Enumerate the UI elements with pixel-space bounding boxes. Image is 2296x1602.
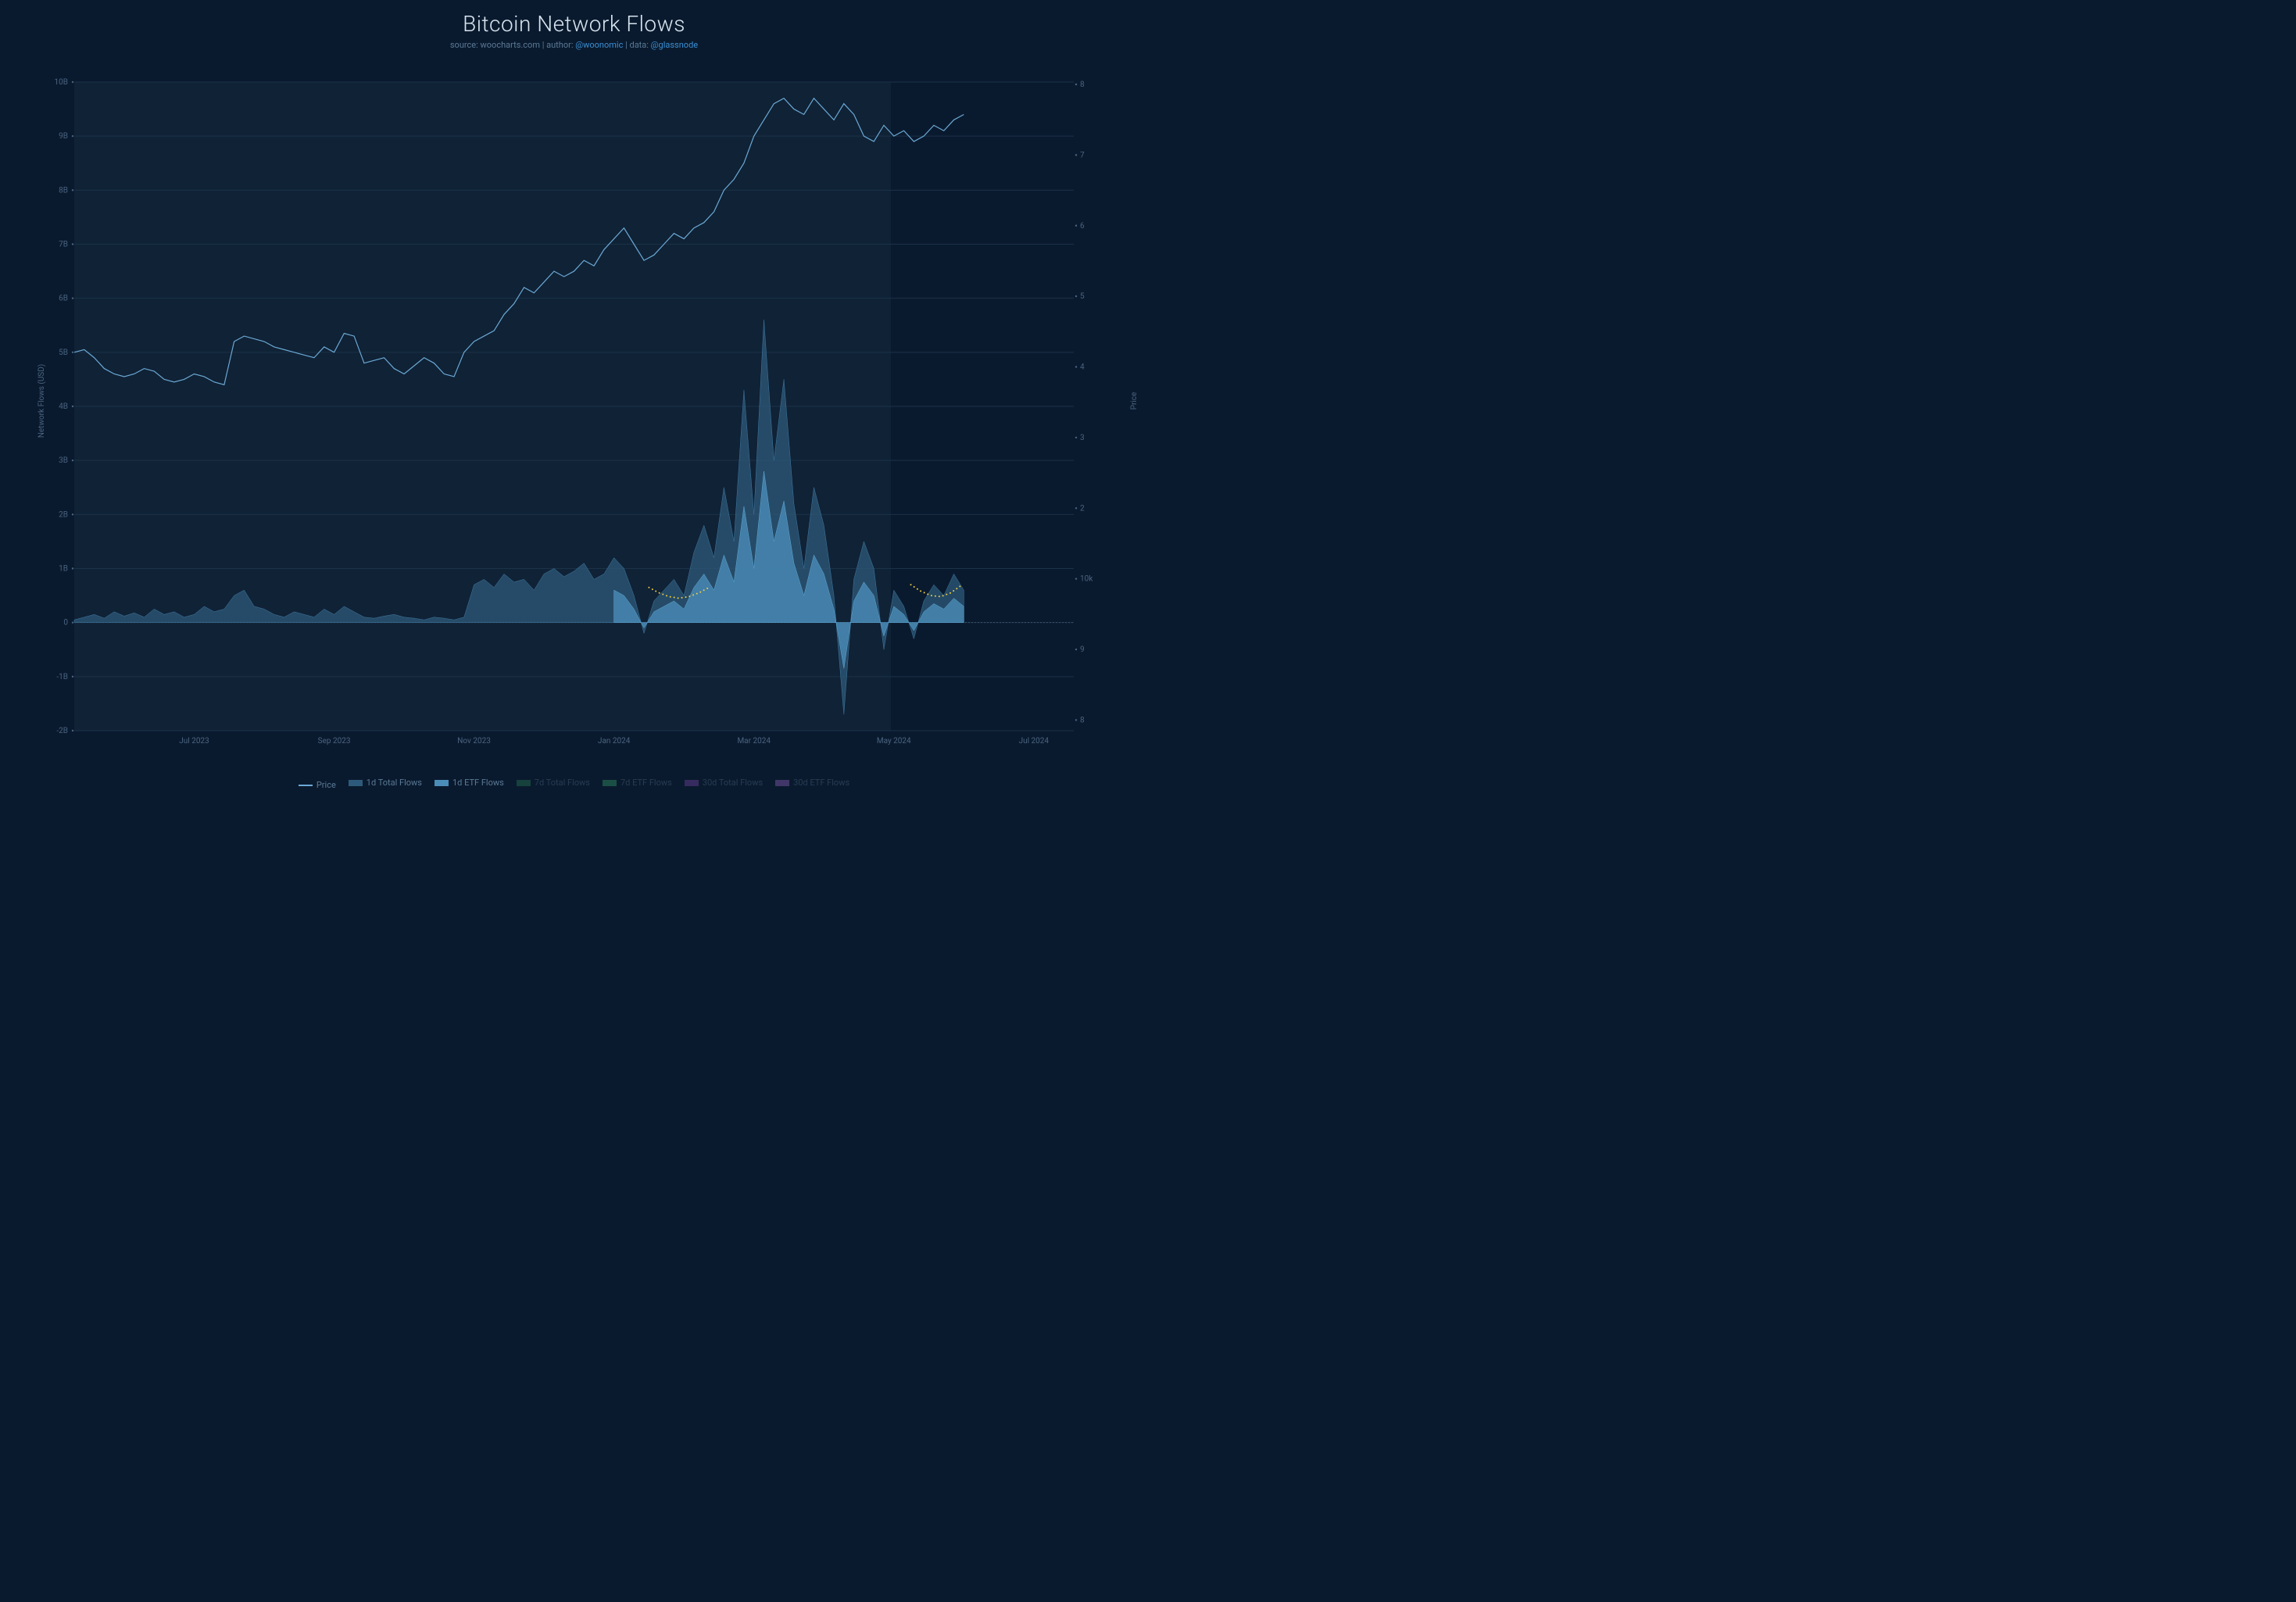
svg-text:9B: 9B	[59, 132, 68, 141]
chart-subtitle: source: woocharts.com | author: @woonomi…	[0, 40, 1148, 50]
svg-text:8: 8	[1080, 716, 1085, 724]
svg-text:10B: 10B	[55, 78, 68, 87]
chart-svg[interactable]: 10B 9B 8B 7B 6B 5B 4B 3B 2B 1B 0 -1B -2B 8 7 6 5 4 3 2 10k 9 8…	[31, 78, 1117, 754]
chart-title: Bitcoin Network Flows	[0, 11, 1148, 37]
legend-swatch	[517, 780, 531, 786]
svg-text:7B: 7B	[59, 241, 68, 249]
svg-text:5: 5	[1080, 292, 1085, 301]
legend-item-30d-etf-flows[interactable]: 30d ETF Flows	[775, 778, 849, 788]
legend-label: 1d Total Flows	[367, 778, 422, 788]
svg-text:-2B: -2B	[56, 727, 68, 735]
legend-item-7d-total-flows[interactable]: 7d Total Flows	[517, 778, 590, 788]
svg-text:Sep 2023: Sep 2023	[318, 737, 351, 746]
svg-text:2: 2	[1080, 504, 1085, 513]
legend-swatch	[603, 780, 617, 786]
svg-text:8B: 8B	[59, 186, 68, 195]
svg-text:7: 7	[1080, 151, 1085, 159]
legend: Price 1d Total Flows 1d ETF Flows 7d Total …	[0, 778, 1148, 790]
legend-label: 1d ETF Flows	[452, 778, 504, 788]
svg-text:3B: 3B	[59, 456, 68, 465]
svg-text:-1B: -1B	[56, 673, 68, 681]
legend-swatch	[299, 785, 313, 786]
chart-header: Bitcoin Network Flows source: woocharts.…	[0, 0, 1148, 50]
legend-item-7d-etf-flows[interactable]: 7d ETF Flows	[603, 778, 672, 788]
subtitle-source-label: source:	[450, 40, 481, 50]
legend-item-price[interactable]: Price	[299, 780, 336, 790]
legend-item-1d-etf-flows[interactable]: 1d ETF Flows	[435, 778, 504, 788]
subtitle-sep2: | data:	[623, 40, 650, 50]
svg-text:May 2024: May 2024	[877, 737, 911, 746]
subtitle-data-link[interactable]: @glassnode	[651, 40, 698, 50]
svg-text:5B: 5B	[59, 349, 68, 357]
svg-text:4: 4	[1080, 363, 1085, 372]
svg-text:Nov 2023: Nov 2023	[457, 737, 491, 746]
svg-text:Jan 2024: Jan 2024	[598, 737, 631, 746]
legend-label: Price	[317, 780, 336, 790]
legend-label: 30d Total Flows	[703, 778, 763, 788]
subtitle-source: woocharts.com	[481, 40, 540, 50]
y-axis-right-label: Price	[1130, 392, 1139, 409]
svg-text:2B: 2B	[59, 510, 68, 519]
legend-item-1d-total-flows[interactable]: 1d Total Flows	[349, 778, 422, 788]
legend-label: 7d Total Flows	[535, 778, 590, 788]
legend-swatch	[685, 780, 699, 786]
subtitle-author-link[interactable]: @woonomic	[575, 40, 623, 50]
svg-text:6: 6	[1080, 222, 1085, 231]
svg-text:Jul 2024: Jul 2024	[1019, 737, 1050, 746]
legend-label: 7d ETF Flows	[620, 778, 672, 788]
svg-text:0: 0	[63, 619, 68, 628]
chart-area: 10B 9B 8B 7B 6B 5B 4B 3B 2B 1B 0 -1B -2B 8 7 6 5 4 3 2 10k 9 8…	[31, 78, 1117, 754]
legend-swatch	[435, 780, 449, 786]
svg-text:4B: 4B	[59, 402, 68, 411]
svg-text:1B: 1B	[59, 565, 68, 574]
svg-text:6B: 6B	[59, 295, 68, 303]
svg-text:Mar 2024: Mar 2024	[737, 737, 771, 746]
legend-item-30d-total-flows[interactable]: 30d Total Flows	[685, 778, 763, 788]
svg-text:9: 9	[1080, 645, 1085, 654]
svg-text:Jul 2023: Jul 2023	[179, 737, 209, 746]
legend-swatch	[775, 780, 789, 786]
svg-text:3: 3	[1080, 434, 1085, 442]
svg-text:10k: 10k	[1080, 575, 1093, 584]
legend-swatch	[349, 780, 363, 786]
svg-text:8: 8	[1080, 80, 1085, 89]
subtitle-sep1: | author:	[540, 40, 575, 50]
legend-label: 30d ETF Flows	[793, 778, 849, 788]
